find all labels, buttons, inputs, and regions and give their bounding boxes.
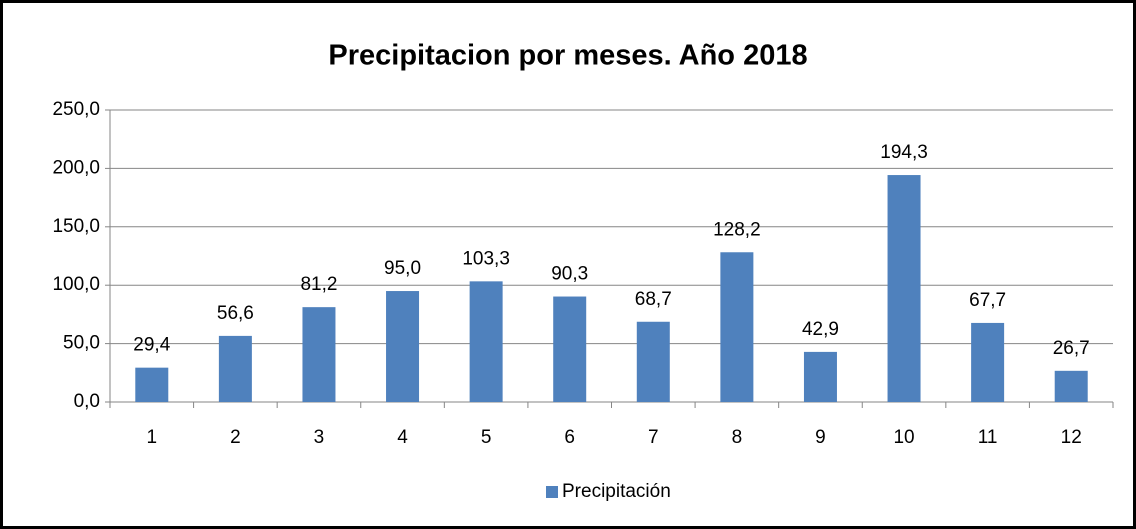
value-label: 56,6 <box>217 303 254 324</box>
y-tick-label: 50,0 <box>63 333 100 354</box>
y-tick-label: 0,0 <box>74 391 100 412</box>
legend-label: Precipitación <box>562 481 671 502</box>
x-tick-label: 11 <box>978 427 998 448</box>
x-tick-label: 7 <box>648 427 659 448</box>
bar <box>386 291 420 402</box>
value-label: 81,2 <box>300 274 337 295</box>
bar <box>971 322 1005 402</box>
value-label: 194,3 <box>880 142 928 163</box>
y-tick-label: 100,0 <box>52 274 100 295</box>
x-tick-label: 2 <box>230 427 241 448</box>
value-label: 95,0 <box>384 258 421 279</box>
bar <box>218 335 252 402</box>
x-tick-label: 10 <box>893 427 914 448</box>
value-label: 128,2 <box>713 219 761 240</box>
bar <box>302 307 336 402</box>
x-tick-label: 5 <box>481 427 492 448</box>
x-tick-label: 6 <box>564 427 575 448</box>
value-label: 42,9 <box>802 319 839 340</box>
bar <box>469 281 503 402</box>
x-tick-label: 12 <box>1061 427 1082 448</box>
x-tick-label: 9 <box>815 427 826 448</box>
x-tick-label: 4 <box>397 427 408 448</box>
bar <box>135 367 169 402</box>
x-tick-label: 1 <box>147 427 158 448</box>
value-label: 26,7 <box>1053 338 1090 359</box>
bar <box>887 175 921 402</box>
legend-swatch <box>546 486 558 498</box>
x-tick-label: 8 <box>732 427 743 448</box>
value-label: 67,7 <box>969 290 1006 311</box>
bar <box>1054 370 1088 402</box>
value-label: 68,7 <box>635 289 672 310</box>
bar <box>720 252 754 402</box>
bar <box>803 351 837 402</box>
chart-title: Precipitacion por meses. Año 2018 <box>328 40 807 72</box>
x-tick-label: 3 <box>314 427 325 448</box>
bar <box>553 296 587 402</box>
y-tick-label: 200,0 <box>52 157 100 178</box>
y-tick-label: 250,0 <box>52 99 100 120</box>
value-label: 103,3 <box>462 248 510 269</box>
bar <box>636 321 670 402</box>
value-label: 90,3 <box>551 264 588 285</box>
y-tick-label: 150,0 <box>52 216 100 237</box>
value-label: 29,4 <box>133 335 170 356</box>
